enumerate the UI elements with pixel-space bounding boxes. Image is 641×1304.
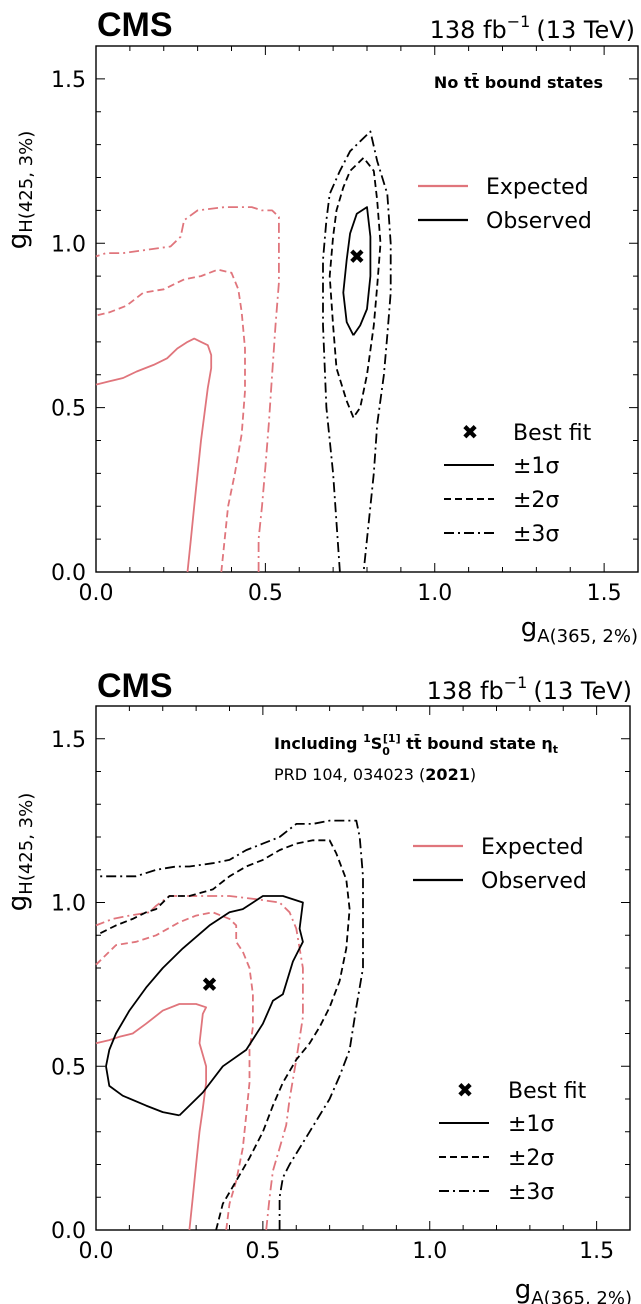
- y-tick-label: 1.0: [51, 892, 86, 917]
- best-fit-marker: ✖: [348, 244, 365, 268]
- legend-1sigma-label: ±1σ: [513, 454, 559, 479]
- legend-best-fit-label: Best fit: [508, 1079, 587, 1104]
- legend-1sigma-label: ±1σ: [508, 1112, 554, 1137]
- x-tick-label: 0.0: [79, 1239, 114, 1264]
- legend-2sigma-label: ±2σ: [513, 488, 559, 513]
- scenario-label: No tt̄ bound states: [434, 72, 603, 92]
- observed-contour-2sigma: [95, 839, 351, 1231]
- svg-text:gH(425, 3%): gH(425, 3%): [3, 793, 37, 911]
- legend-lines: Expected Observed: [413, 835, 587, 894]
- legend-best-fit-label: Best fit: [513, 421, 592, 446]
- chart-panel-bottom: CMS 138 fb−1 (13 TeV) gH(425, 3%) gA(365,…: [3, 667, 632, 1304]
- legend-2sigma-label: ±2σ: [508, 1146, 554, 1171]
- expected-contour-3sigma: [95, 206, 280, 572]
- y-axis-label: gH(425, 3%): [3, 793, 37, 911]
- cms-label: CMS: [97, 6, 173, 44]
- legend-3sigma-label: ±3σ: [508, 1180, 554, 1205]
- observed-contour-3sigma: [96, 819, 364, 1230]
- x-tick-label: 1.5: [587, 581, 622, 606]
- legend-best-fit-icon: ✖: [457, 1078, 474, 1102]
- plot-area: 0.0 0.5 1.0 1.5 0.0 0.5 1.0 1.5 ✖: [51, 45, 639, 606]
- expected-contour-2sigma: [95, 268, 246, 573]
- x-tick-label: 0.5: [245, 1239, 280, 1264]
- y-tick-label: 1.5: [51, 728, 86, 753]
- x-axis-label: gA(365, 2%): [515, 1275, 632, 1304]
- observed-contour-1sigma: [105, 895, 304, 1117]
- chart-panel-top: CMS 138 fb−1 (13 TeV) gH(425, 3%) gA(365,…: [3, 6, 639, 647]
- legend-observed-label: Observed: [481, 869, 587, 894]
- legend-lines: Expected Observed: [418, 175, 592, 234]
- plot-area: 0.0 0.5 1.0 1.5 0.0 0.5 1.0 1.5 ✖: [51, 705, 631, 1264]
- expected-contour-1sigma: [95, 1003, 208, 1231]
- expected-contour-2sigma: [95, 911, 254, 1231]
- x-tick-label: 0.0: [79, 581, 114, 606]
- cms-label: CMS: [97, 667, 173, 705]
- y-tick-label: 0.0: [51, 561, 86, 586]
- reference-label: PRD 104, 034023 (2021): [274, 765, 476, 784]
- x-axis-label: gA(365, 2%): [521, 613, 638, 647]
- observed-contour-3sigma: [322, 130, 392, 573]
- legend-observed-label: Observed: [486, 209, 592, 234]
- legend-markers: ✖ Best fit ±1σ ±2σ ±3σ: [444, 420, 592, 547]
- legend-3sigma-label: ±3σ: [513, 522, 559, 547]
- scenario-label: Including 1S0[1] tt̄ bound state ηt: [274, 732, 558, 758]
- y-tick-label: 0.5: [51, 1055, 86, 1080]
- expected-contour-3sigma: [95, 895, 304, 1231]
- observed-contour-2sigma: [328, 156, 382, 419]
- x-tick-label: 1.0: [417, 581, 452, 606]
- best-fit-marker: ✖: [201, 972, 218, 996]
- lumi-label: 138 fb−1 (13 TeV): [427, 673, 632, 705]
- x-tick-label: 0.5: [248, 581, 283, 606]
- y-tick-label: 0.5: [51, 397, 86, 422]
- lumi-label: 138 fb−1 (13 TeV): [430, 12, 635, 44]
- y-tick-label: 1.5: [51, 68, 86, 93]
- y-axis-label: gH(425, 3%): [3, 131, 37, 249]
- legend-markers: ✖ Best fit ±1σ ±2σ ±3σ: [439, 1078, 587, 1205]
- x-tick-label: 1.5: [579, 1239, 614, 1264]
- legend-expected-label: Expected: [481, 835, 584, 860]
- observed-contour-1sigma: [342, 206, 372, 336]
- legend-expected-label: Expected: [486, 175, 589, 200]
- y-tick-label: 1.0: [51, 232, 86, 257]
- expected-contour-1sigma: [95, 337, 213, 573]
- x-tick-label: 1.0: [412, 1239, 447, 1264]
- legend-best-fit-icon: ✖: [462, 420, 479, 444]
- y-tick-label: 0.0: [51, 1219, 86, 1244]
- svg-text:gH(425, 3%): gH(425, 3%): [3, 131, 37, 249]
